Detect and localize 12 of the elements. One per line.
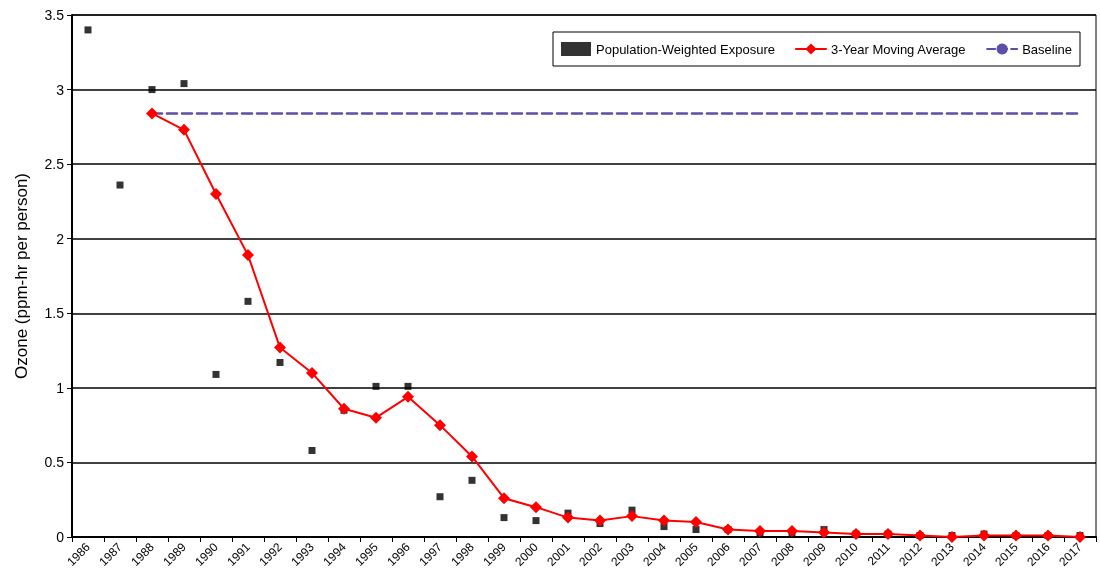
legend-label: 3-Year Moving Average <box>830 41 966 57</box>
legend-label: Population-Weighted Exposure <box>596 41 776 57</box>
y-tick-label: 0.5 <box>44 454 65 471</box>
legend-label: Baseline <box>1022 41 1073 57</box>
y-tick-label: 2.5 <box>44 156 65 173</box>
y-tick-label: 2 <box>56 230 65 247</box>
y-tick-label: 1.5 <box>44 305 65 322</box>
y-tick-label: 0 <box>56 529 65 545</box>
y-tick-label: 3 <box>56 81 65 98</box>
y-tick-label: 1 <box>56 379 65 396</box>
y-axis-title: Ozone (ppm-hr per person) <box>12 173 31 379</box>
y-tick-label: 3.5 <box>44 7 65 23</box>
